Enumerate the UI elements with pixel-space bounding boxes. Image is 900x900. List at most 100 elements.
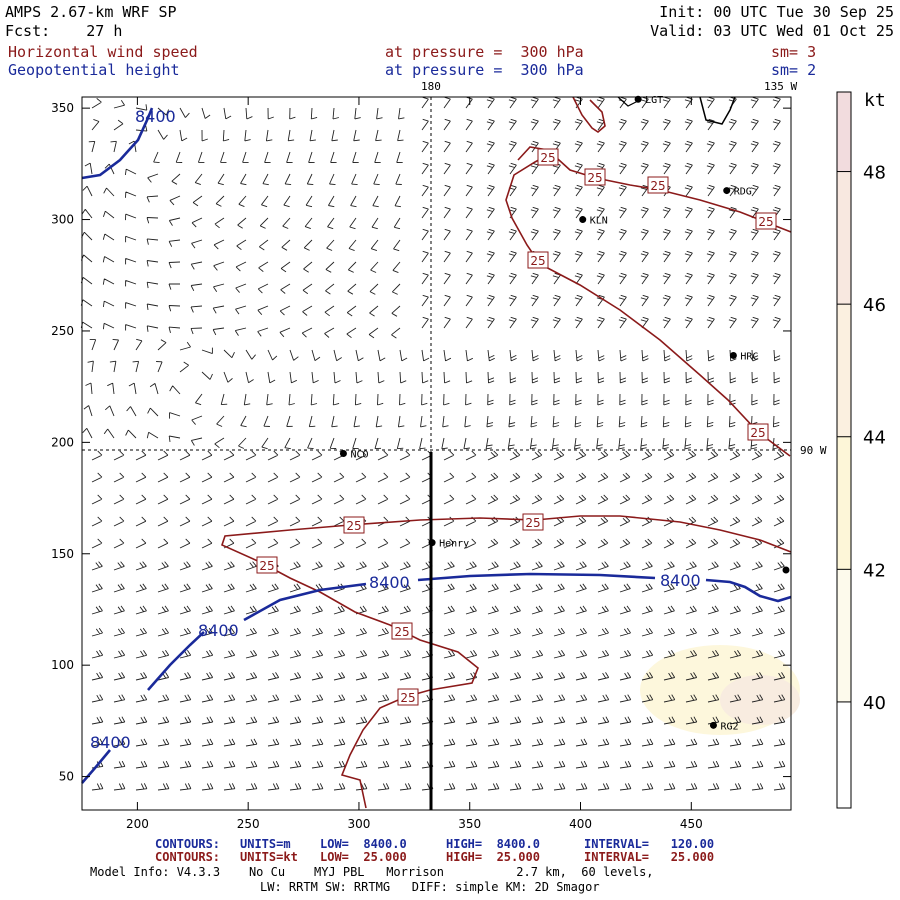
height-contour-label: 8400 [660, 571, 701, 590]
field1-name: Horizontal wind speed [8, 43, 198, 61]
height-contour [243, 582, 367, 622]
speed-contour-label: 25 [522, 513, 544, 531]
lat-lon-lines [82, 97, 791, 452]
speed-contour-label: 25 [527, 251, 549, 269]
height-contour-label: 8400 [90, 733, 131, 752]
speed-contour-label: 25 [584, 168, 606, 186]
station-nco: NCO [339, 450, 369, 461]
svg-text:Henry: Henry [439, 539, 469, 550]
model-info: Model Info: V4.3.3 No Cu MYJ PBL Morriso… [90, 865, 654, 879]
contour2-low: LOW= 25.000 [320, 850, 407, 864]
svg-text:25: 25 [346, 519, 361, 533]
speed-contours [221, 96, 792, 809]
svg-text:RDG: RDG [734, 187, 752, 198]
svg-text:HRC: HRC [740, 351, 758, 362]
contour1-units: UNITS=m [240, 837, 291, 851]
contour1-interval: INTERVAL= 120.00 [584, 837, 715, 851]
x-tick-label: 250 [237, 817, 260, 831]
speed-contour-label: 25 [256, 556, 278, 574]
svg-text:25: 25 [400, 691, 415, 705]
x-tick-label: 350 [458, 817, 481, 831]
speed-contour-label: 25 [647, 176, 669, 194]
colorbar-band [837, 92, 851, 172]
colorbar-band [837, 569, 851, 702]
station-rg2: RG2 [709, 721, 739, 732]
valid-time: Valid: 03 UTC Wed 01 Oct 25 [650, 22, 894, 40]
height-contours [81, 107, 792, 784]
field2-name: Geopotential height [8, 61, 180, 79]
svg-text:25: 25 [750, 426, 765, 440]
y-tick-label: 200 [51, 435, 74, 449]
station-kln: KLN [579, 216, 608, 227]
height-contour [417, 572, 656, 582]
field2-level: at pressure = 300 hPa [385, 61, 584, 79]
station-henry: Henry [428, 539, 469, 550]
colorbar-band [837, 436, 851, 570]
map-frame [81, 96, 792, 811]
y-tick-label: 50 [59, 770, 74, 784]
svg-text:25: 25 [259, 559, 274, 573]
contour2-units: UNITS=kt [240, 850, 298, 864]
station-rdg: RDG [723, 187, 752, 198]
station-edge-marker [782, 566, 790, 574]
axes: 200 250 300 350 400 450 50 100 150 200 250 300 350 [51, 97, 791, 831]
y-tick-label: 250 [51, 324, 74, 338]
meridian-135w-label: 135 W [764, 80, 798, 93]
stations: LGT RDG KLN HRC NCO Henry RG2 [339, 95, 790, 732]
colorbar: 48 46 44 42 40 [836, 91, 886, 809]
colorbar-unit: kt [864, 90, 886, 111]
y-tick-label: 150 [51, 547, 74, 561]
height-contour-label: 8400 [135, 107, 176, 126]
colorbar-band [837, 701, 851, 808]
height-contour-label: 8400 [198, 621, 239, 640]
x-tick-label: 300 [348, 817, 371, 831]
speed-contour-label: 25 [755, 212, 777, 230]
speed-contour [572, 96, 606, 134]
model-info-physics: LW: RRTM SW: RRTMG DIFF: simple KM: 2D S… [260, 880, 600, 894]
y-tick-label: 100 [51, 658, 74, 672]
colorbar-label: 46 [863, 295, 886, 316]
svg-text:NCO: NCO [350, 450, 368, 461]
height-contour-label: 8400 [369, 573, 410, 592]
svg-text:LGT: LGT [645, 95, 663, 106]
svg-text:RG2: RG2 [720, 721, 738, 732]
contour1-low: LOW= 8400.0 [320, 837, 407, 851]
colorbar-band [837, 304, 851, 437]
meridian-180-label: 180 [421, 80, 441, 93]
colorbar-label: 42 [863, 560, 886, 581]
colorbar-frame [836, 91, 852, 809]
speed-contour-label: 25 [391, 622, 413, 640]
y-tick-label: 300 [51, 213, 74, 227]
contour1-label: CONTOURS: [155, 837, 221, 851]
y-tick-label: 350 [51, 101, 74, 115]
svg-text:25: 25 [650, 179, 665, 193]
forecast-hour: Fcst: 27 h [5, 22, 123, 40]
height-contour [81, 749, 111, 784]
x-tick-label: 450 [680, 817, 703, 831]
x-tick-label: 200 [126, 817, 149, 831]
model-title: AMPS 2.67-km WRF SP [5, 3, 177, 21]
svg-text:25: 25 [394, 625, 409, 639]
height-contour [705, 578, 792, 603]
init-time: Init: 00 UTC Tue 30 Sep 25 [659, 3, 894, 21]
speed-contour-label: 25 [343, 516, 365, 534]
svg-text:25: 25 [540, 151, 555, 165]
svg-text:KLN: KLN [590, 216, 608, 227]
height-contour [147, 631, 205, 691]
colorbar-label: 40 [863, 693, 886, 714]
speed-contour-label: 25 [397, 688, 419, 706]
height-contour-labels: 8400 8400 8400 8400 8400 [90, 107, 701, 752]
field1-smoothing: sm= 3 [771, 43, 817, 61]
contour2-high: HIGH= 25.000 [446, 850, 540, 864]
contour1-high: HIGH= 8400.0 [446, 837, 540, 851]
speed-contour-labels: 25 25 25 25 25 25 25 25 25 25 25 [256, 148, 777, 706]
svg-text:25: 25 [758, 215, 773, 229]
field1-level: at pressure = 300 hPa [385, 43, 584, 61]
svg-text:25: 25 [587, 171, 602, 185]
colorbar-label: 48 [863, 163, 886, 184]
colorbar-label: 44 [863, 428, 886, 449]
coastline-segment [699, 96, 736, 125]
speed-contour [505, 154, 791, 457]
station-hrc: HRC [729, 351, 758, 362]
